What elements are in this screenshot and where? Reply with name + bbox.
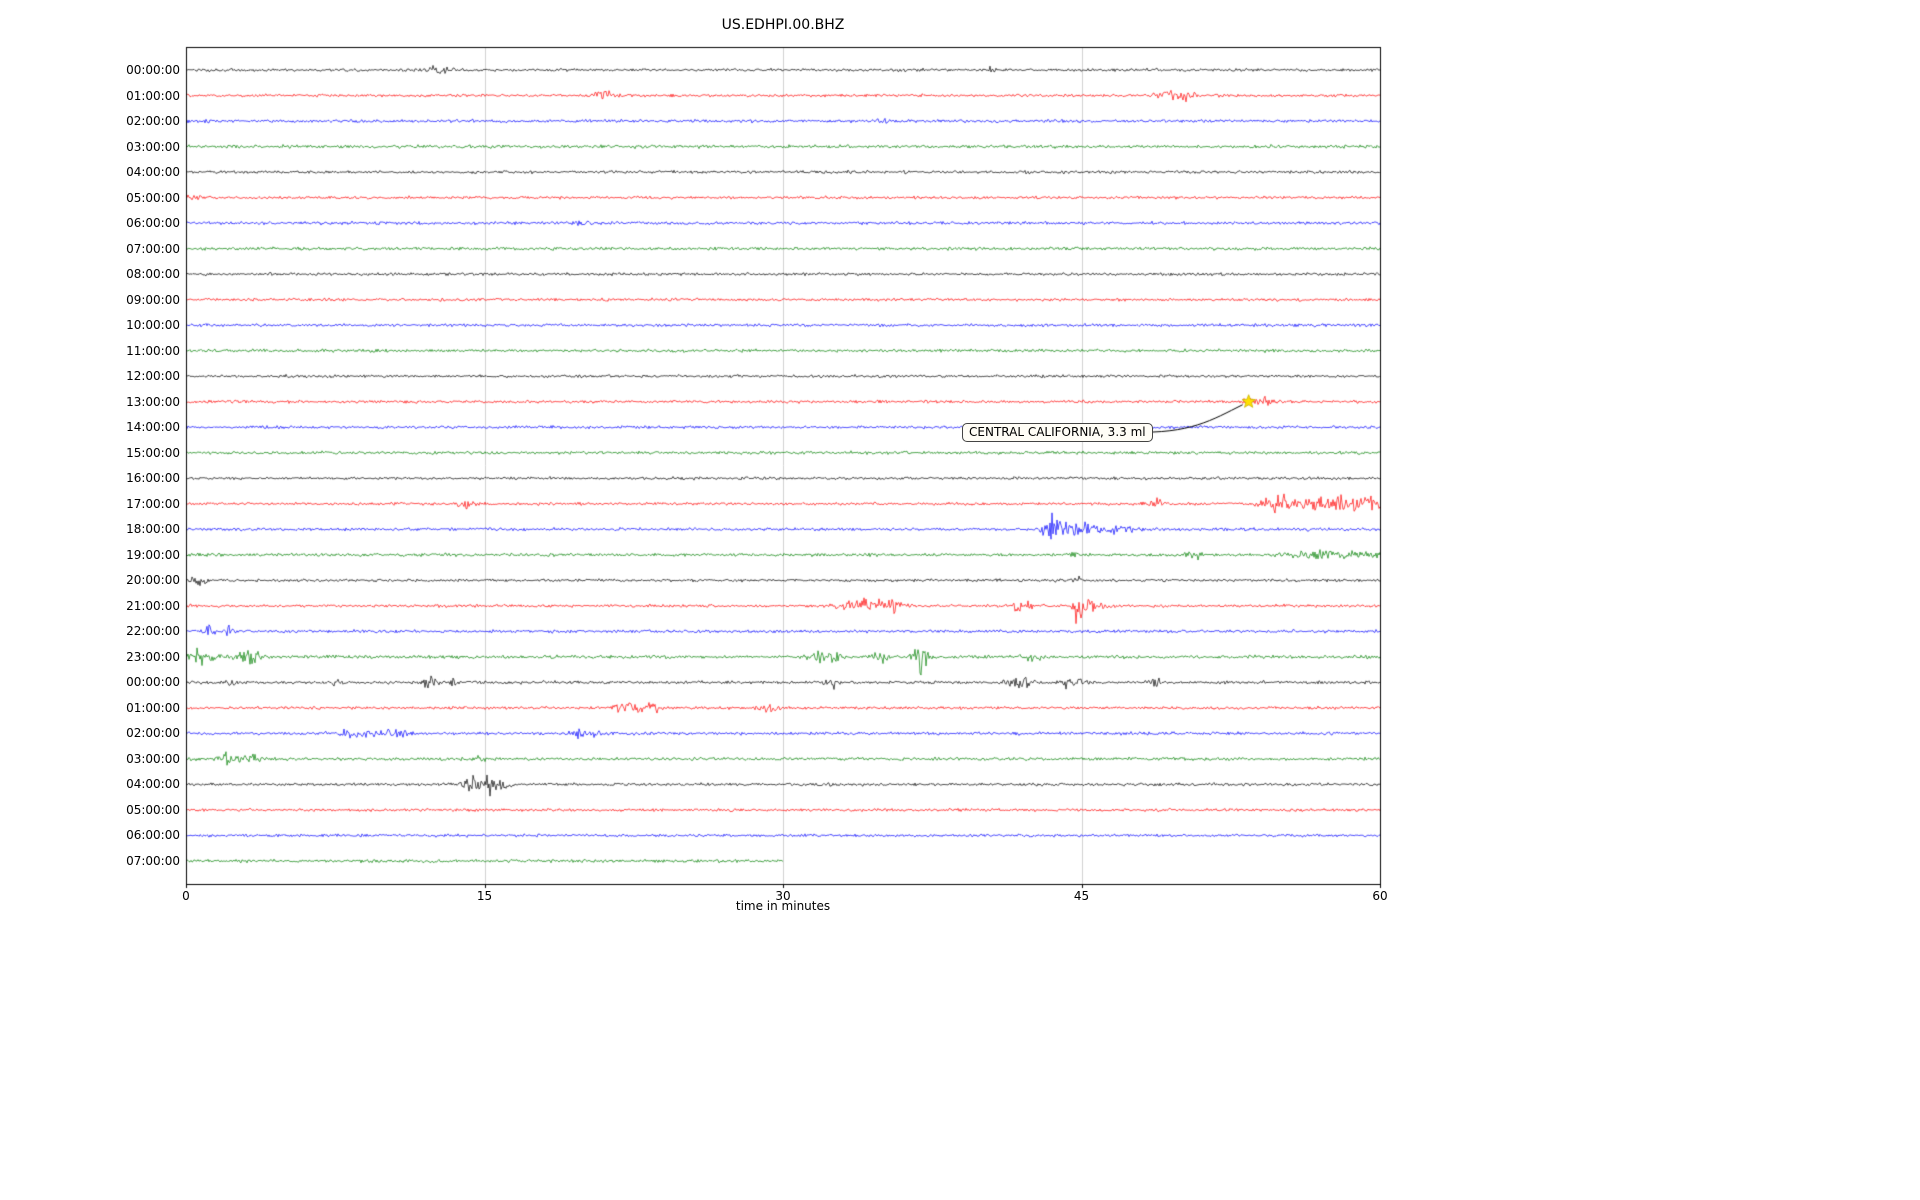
trace-label: 11:00:00: [126, 343, 180, 358]
trace-label: 04:00:00: [126, 165, 180, 180]
trace-label: 21:00:00: [126, 598, 180, 613]
trace-label: 01:00:00: [126, 88, 180, 103]
trace-label: 10:00:00: [126, 318, 180, 333]
trace-label: 07:00:00: [126, 854, 180, 868]
x-tick-label: 0: [182, 889, 190, 903]
trace-label: 17:00:00: [126, 496, 180, 511]
trace-label: 08:00:00: [126, 267, 180, 282]
trace-label: 12:00:00: [126, 369, 180, 384]
trace-label: 07:00:00: [126, 241, 180, 256]
trace-label: 04:00:00: [126, 777, 180, 792]
trace-label: 14:00:00: [126, 420, 180, 435]
trace-label: 23:00:00: [126, 649, 180, 664]
trace-label: 19:00:00: [126, 547, 180, 562]
x-tick-label: 60: [1372, 889, 1388, 903]
trace-label: 03:00:00: [126, 751, 180, 766]
x-tick-label: 30: [775, 889, 791, 903]
trace-label: 00:00:00: [126, 63, 180, 77]
trace-label: 15:00:00: [126, 445, 180, 460]
trace-label: 05:00:00: [126, 802, 180, 817]
trace-label: 01:00:00: [126, 700, 180, 715]
chart-title: US.EDHPI.00.BHZ: [721, 17, 845, 33]
trace-label: 05:00:00: [126, 190, 180, 205]
trace-label: 09:00:00: [126, 292, 180, 307]
trace-label: 03:00:00: [126, 139, 180, 154]
trace-label: 02:00:00: [126, 726, 180, 741]
event-annotation-label: CENTRAL CALIFORNIA, 3.3 ml: [962, 423, 1153, 442]
x-tick-label: 45: [1073, 889, 1090, 903]
x-axis-label: time in minutes: [735, 899, 831, 913]
trace-label: 13:00:00: [126, 394, 180, 409]
trace-label: 20:00:00: [126, 573, 180, 588]
trace-label: 06:00:00: [126, 828, 180, 843]
trace-label: 18:00:00: [126, 522, 180, 537]
trace-label: 00:00:00: [126, 675, 180, 690]
trace-label: 16:00:00: [126, 471, 180, 486]
x-tick-label: 15: [476, 889, 493, 903]
trace-label: 02:00:00: [126, 114, 180, 129]
trace-label: 22:00:00: [126, 624, 180, 639]
trace-label: 06:00:00: [126, 216, 180, 231]
